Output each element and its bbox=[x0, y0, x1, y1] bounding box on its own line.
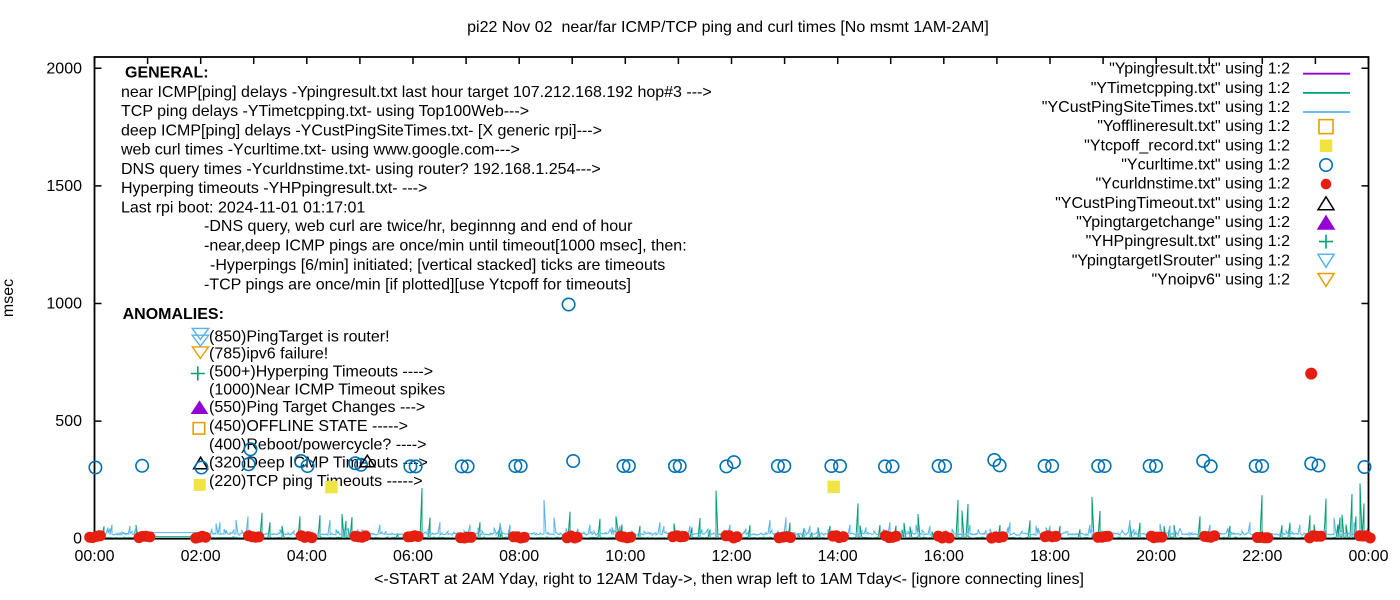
svg-text:(850)PingTarget is router!: (850)PingTarget is router! bbox=[209, 328, 390, 345]
svg-text:10:00: 10:00 bbox=[605, 548, 645, 565]
svg-text:"Ynoipv6" using 1:2: "Ynoipv6" using 1:2 bbox=[1151, 272, 1290, 289]
svg-text:04:00: 04:00 bbox=[287, 548, 327, 565]
svg-text:<-START at 2AM Yday, right to: <-START at 2AM Yday, right to 12AM Tday-… bbox=[374, 571, 1084, 588]
svg-text:Last rpi boot: 2024-11-01 01:1: Last rpi boot: 2024-11-01 01:17:01 bbox=[121, 199, 365, 216]
svg-text:(220)TCP ping Timeouts ----->: (220)TCP ping Timeouts -----> bbox=[209, 473, 423, 490]
svg-text:1500: 1500 bbox=[46, 178, 82, 195]
svg-text:GENERAL:: GENERAL: bbox=[125, 65, 209, 82]
svg-text:pi22 Nov 02 near/far ICMP/TCP: pi22 Nov 02 near/far ICMP/TCP ping and c… bbox=[467, 19, 989, 36]
svg-text:"Ypingresult.txt" using 1:2: "Ypingresult.txt" using 1:2 bbox=[1109, 61, 1290, 78]
svg-text:06:00: 06:00 bbox=[393, 548, 433, 565]
svg-text:20:00: 20:00 bbox=[1136, 548, 1176, 565]
svg-text:TCP ping delays -YTimetcpping.: TCP ping delays -YTimetcpping.txt- using… bbox=[121, 103, 529, 120]
svg-text:"Ytcpoff_record.txt" using 1:2: "Ytcpoff_record.txt" using 1:2 bbox=[1084, 137, 1290, 154]
svg-text:-near,deep ICMP pings are once: -near,deep ICMP pings are once/min until… bbox=[204, 238, 687, 255]
svg-text:18:00: 18:00 bbox=[1030, 548, 1070, 565]
svg-text:msec: msec bbox=[0, 279, 17, 317]
svg-text:-TCP pings are once/min [if pl: -TCP pings are once/min [if plotted][use… bbox=[204, 276, 631, 293]
svg-text:"YHPpingresult.txt" using 1:2: "YHPpingresult.txt" using 1:2 bbox=[1086, 233, 1290, 250]
svg-text:16:00: 16:00 bbox=[924, 548, 964, 565]
svg-text:2000: 2000 bbox=[46, 60, 82, 77]
svg-text:00:00: 00:00 bbox=[74, 548, 114, 565]
svg-text:(450)OFFLINE STATE ----->: (450)OFFLINE STATE -----> bbox=[209, 418, 408, 435]
svg-text:0: 0 bbox=[73, 531, 82, 548]
svg-text:"YCustPingSiteTimes.txt" using: "YCustPingSiteTimes.txt" using 1:2 bbox=[1042, 99, 1290, 116]
svg-text:08:00: 08:00 bbox=[499, 548, 539, 565]
svg-text:(500+)Hyperping Timeouts ---->: (500+)Hyperping Timeouts ----> bbox=[209, 364, 433, 381]
svg-text:"Ycurltime.txt" using 1:2: "Ycurltime.txt" using 1:2 bbox=[1121, 157, 1290, 174]
svg-text:-Hyperpings [6/min] initiated;: -Hyperpings [6/min] initiated; [vertical… bbox=[210, 257, 665, 274]
svg-text:"YTimetcpping.txt" using 1:2: "YTimetcpping.txt" using 1:2 bbox=[1091, 80, 1290, 97]
svg-text:14:00: 14:00 bbox=[818, 548, 858, 565]
svg-text:deep ICMP[ping] delays -YCustP: deep ICMP[ping] delays -YCustPingSiteTim… bbox=[121, 122, 602, 139]
svg-text:Hyperping timeouts -YHPpingres: Hyperping timeouts -YHPpingresult.txt- -… bbox=[121, 180, 427, 197]
svg-text:near ICMP[ping] delays -Ypingr: near ICMP[ping] delays -Ypingresult.txt … bbox=[121, 84, 712, 101]
svg-text:web curl times -Ycurltime.txt-: web curl times -Ycurltime.txt- using www… bbox=[120, 142, 520, 159]
svg-text:12:00: 12:00 bbox=[711, 548, 751, 565]
svg-text:ANOMALIES:: ANOMALIES: bbox=[123, 306, 224, 323]
svg-text:"Ycurldnstime.txt" using 1:2: "Ycurldnstime.txt" using 1:2 bbox=[1095, 176, 1290, 193]
svg-text:(1000)Near ICMP Timeout spikes: (1000)Near ICMP Timeout spikes bbox=[209, 382, 445, 399]
svg-text:00:00: 00:00 bbox=[1348, 548, 1388, 565]
svg-text:"Yofflineresult.txt" using 1:2: "Yofflineresult.txt" using 1:2 bbox=[1097, 118, 1290, 135]
svg-text:"YpingtargetISrouter" using 1:: "YpingtargetISrouter" using 1:2 bbox=[1072, 252, 1290, 269]
svg-text:22:00: 22:00 bbox=[1242, 548, 1282, 565]
svg-text:(550)Ping Target Changes --->: (550)Ping Target Changes ---> bbox=[209, 399, 425, 416]
svg-text:(785)ipv6 failure!: (785)ipv6 failure! bbox=[209, 346, 328, 363]
svg-text:1000: 1000 bbox=[46, 296, 82, 313]
svg-text:02:00: 02:00 bbox=[181, 548, 221, 565]
svg-text:500: 500 bbox=[55, 413, 82, 430]
svg-text:"Ypingtargetchange" using 1:2: "Ypingtargetchange" using 1:2 bbox=[1076, 214, 1290, 231]
svg-text:(400)Reboot/powercycle? ---->: (400)Reboot/powercycle? ----> bbox=[209, 436, 426, 453]
svg-text:"YCustPingTimeout.txt" using 1: "YCustPingTimeout.txt" using 1:2 bbox=[1055, 195, 1290, 212]
svg-text:-DNS query, web curl are twice: -DNS query, web curl are twice/hr, begin… bbox=[204, 218, 633, 235]
svg-text:DNS query times -Ycurldnstime.: DNS query times -Ycurldnstime.txt- using… bbox=[121, 161, 601, 178]
